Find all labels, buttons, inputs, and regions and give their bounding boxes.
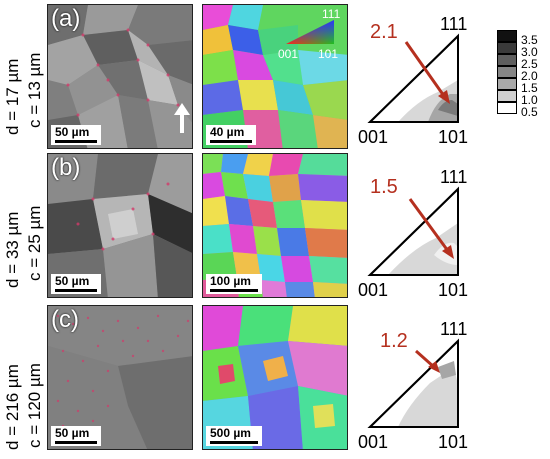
ipf-101-label-b: 101 <box>438 280 468 298</box>
inverse-pole-figure-c: 111 001 101 1.2 <box>358 305 498 450</box>
ebsd-scale-bar-a <box>210 140 252 143</box>
grain-size-label-a: d = 17 µm c = 13 µm <box>0 0 46 145</box>
c-value-c: c = 120 µm <box>25 363 44 448</box>
c-value-a: c = 13 µm <box>25 53 44 128</box>
sem-scalebar-a: 50 µm <box>51 125 101 145</box>
grain-size-label-b: d = 33 µm c = 25 µm <box>0 153 46 298</box>
ipf-101-label-a: 101 <box>438 127 468 145</box>
ebsd-scale-label-b: 100 µm <box>210 274 251 288</box>
key-001-label: 001 <box>278 47 298 60</box>
ebsd-scale-label-a: 40 µm <box>210 125 245 139</box>
density-legend: 3.5 3.0 2.5 2.0 1.5 1.0 0.5 <box>497 30 550 130</box>
peak-value-b: 1.5 <box>370 176 398 198</box>
legend-tick-0: 3.5 <box>521 33 538 47</box>
sem-scale-label-c: 50 µm <box>55 426 90 440</box>
ebsd-scalebar-c: 500 µm <box>206 426 262 446</box>
d-value-c: d = 216 µm <box>3 364 22 450</box>
panel-letter-a: (a) <box>51 5 81 32</box>
ebsd-scale-label-c: 500 µm <box>210 426 251 440</box>
legend-tick-6: 0.5 <box>521 105 538 119</box>
sem-scale-bar-b <box>55 289 97 292</box>
ebsd-map-b: 100 µm <box>202 153 348 298</box>
legend-tick-1: 3.0 <box>521 45 538 59</box>
legend-tick-5: 1.0 <box>521 93 538 107</box>
legend-swatch-0 <box>497 30 517 42</box>
d-value-b: d = 33 µm <box>3 212 22 288</box>
ebsd-scale-bar-b <box>210 289 258 292</box>
key-101-label: 101 <box>318 47 338 60</box>
key-111-label: 111 <box>322 8 341 21</box>
legend-tick-4: 1.5 <box>521 81 538 95</box>
legend-swatch-6 <box>497 102 517 114</box>
legend-tick-3: 2.0 <box>521 69 538 83</box>
sem-scale-bar-c <box>55 441 97 444</box>
inverse-pole-figure-a: 111 001 101 2.1 <box>358 0 498 145</box>
ipf-101-label-c: 101 <box>438 432 468 450</box>
sem-image-a: (a) 50 µm <box>47 4 193 149</box>
legend-swatch-5 <box>497 90 517 102</box>
panel-letter-b: (b) <box>51 154 81 181</box>
legend-tick-2: 2.5 <box>521 57 538 71</box>
legend-swatch-3 <box>497 66 517 78</box>
row-b: d = 33 µm c = 25 µm (b) 50 µm <box>0 153 550 298</box>
ipf-111-label-a: 111 <box>440 14 467 34</box>
d-value-a: d = 17 µm <box>3 59 22 135</box>
sem-scale-label-a: 50 µm <box>55 125 90 139</box>
ipf-111-label-c: 111 <box>440 319 467 339</box>
ipf-111-label-b: 111 <box>440 167 467 187</box>
ebsd-scalebar-b: 100 µm <box>206 274 262 294</box>
red-arrow-icon-b <box>408 198 454 259</box>
ipf-001-label-b: 001 <box>358 280 388 298</box>
ebsd-scale-bar-c <box>210 441 258 444</box>
grain-size-label-c: d = 216 µm c = 120 µm <box>0 305 46 450</box>
ebsd-scalebar-a: 40 µm <box>206 125 256 145</box>
orientation-color-key: 111 001 101 <box>278 8 344 60</box>
sem-scalebar-c: 50 µm <box>51 426 101 446</box>
sem-image-c: (c) 50 µm <box>47 305 193 450</box>
ebsd-map-a: 111 001 101 40 µm <box>202 4 348 149</box>
sem-scale-bar-a <box>55 140 97 143</box>
legend-swatch-2 <box>497 54 517 66</box>
sem-scale-label-b: 50 µm <box>55 274 90 288</box>
red-arrow-icon-c <box>415 349 440 373</box>
peak-value-c: 1.2 <box>380 330 408 352</box>
red-arrow-icon-a <box>404 41 450 104</box>
ipf-001-label-c: 001 <box>358 432 388 450</box>
sem-scalebar-b: 50 µm <box>51 274 101 294</box>
peak-value-a: 2.1 <box>370 21 398 43</box>
ebsd-map-c: 500 µm <box>202 305 348 450</box>
panel-letter-c: (c) <box>51 306 79 333</box>
ipf-001-label-a: 001 <box>358 127 388 145</box>
legend-swatch-4 <box>497 78 517 90</box>
row-c: d = 216 µm c = 120 µm (c) 50 µm <box>0 305 550 450</box>
sem-image-b: (b) 50 µm <box>47 153 193 298</box>
inverse-pole-figure-b: 111 001 101 1.5 <box>358 153 498 298</box>
white-arrow-icon <box>174 103 190 133</box>
row-a: d = 17 µm c = 13 µm <box>0 0 550 149</box>
legend-swatch-1 <box>497 42 517 54</box>
c-value-b: c = 25 µm <box>25 206 44 281</box>
